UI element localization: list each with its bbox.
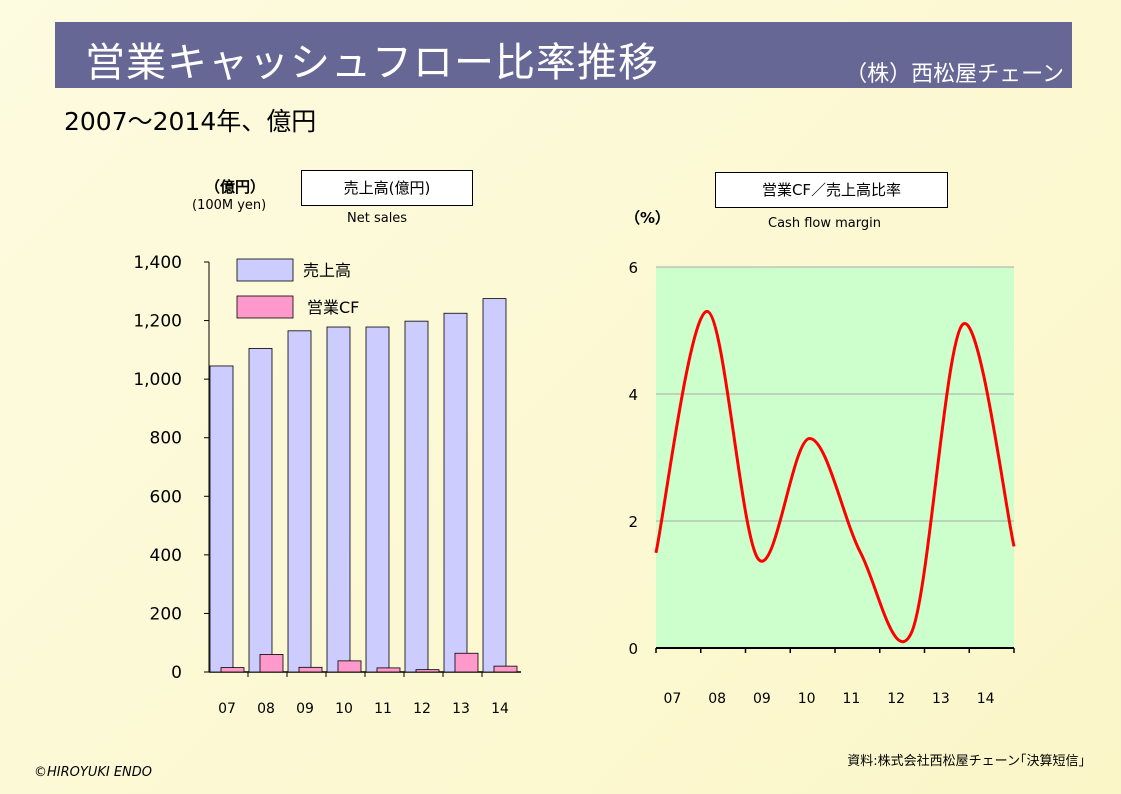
line-x-tick-label: 08 <box>708 691 726 707</box>
line-x-tick-label: 07 <box>663 691 681 707</box>
bar-y-tick-label: 1,200 <box>133 312 182 332</box>
bar-x-tick-label: 09 <box>296 701 314 717</box>
sales-bar <box>287 330 312 673</box>
cf-bar <box>454 652 479 673</box>
sales-bar <box>248 347 273 673</box>
bar-x-tick-label: 08 <box>257 701 275 717</box>
sales-bar <box>482 298 507 673</box>
cf-bar <box>376 667 401 673</box>
line-x-tick-label: 10 <box>798 691 816 707</box>
bar-y-tick-label: 400 <box>150 546 182 566</box>
bar-y-tick-label: 0 <box>171 663 182 683</box>
bar-x-tick-label: 11 <box>374 701 392 717</box>
title-banner: 営業キャッシュフロー比率推移 （株）西松屋チェーン <box>55 22 1072 88</box>
bar-y-tick-label: 200 <box>150 604 182 624</box>
sales-bar <box>443 312 468 673</box>
right-chart-caption: Cash flow margin <box>768 216 881 231</box>
line-y-tick-label: 2 <box>628 513 638 531</box>
bar-x-tick-label: 10 <box>335 701 353 717</box>
bar-x-tick-label: 14 <box>491 701 509 717</box>
legend-cf-label: 営業CF <box>307 298 359 317</box>
bar-y-tick-label: 1,000 <box>133 370 182 390</box>
bar-x-tick-label: 13 <box>452 701 470 717</box>
right-chart-title-box: 営業CF／売上高比率 <box>715 172 948 208</box>
left-chart-title-box: 売上高(億円) <box>301 170 473 206</box>
company-name: （株）西松屋チェーン <box>845 62 1064 87</box>
bar-x-tick-label: 12 <box>413 701 431 717</box>
legend-sales-swatch <box>236 258 294 282</box>
sales-bar <box>326 326 351 673</box>
sales-bar <box>404 320 429 673</box>
line-x-tick-label: 11 <box>842 691 860 707</box>
right-unit-label: （%） <box>625 209 671 227</box>
cf-bar <box>415 669 440 673</box>
line-y-tick-label: 4 <box>628 386 638 404</box>
cf-bar <box>220 667 245 673</box>
line-x-tick-label: 13 <box>932 691 950 707</box>
cf-bar <box>337 660 362 673</box>
cf-bar <box>298 666 323 673</box>
bar-x-tick-label: 07 <box>218 701 236 717</box>
source-text: 資料:株式会社西松屋チェーン｢決算短信｣ <box>847 754 1085 769</box>
left-unit-en-label: (100M yen) <box>192 198 267 213</box>
copyright-text: ©HIROYUKI ENDO <box>34 765 153 780</box>
cf-bar <box>259 654 284 673</box>
bar-y-tick-label: 1,400 <box>133 253 182 273</box>
bar-y-tick-label: 600 <box>150 487 182 507</box>
line-y-tick-label: 0 <box>628 640 638 658</box>
bar-y-tick-label: 800 <box>150 429 182 449</box>
sales-bar <box>209 365 234 673</box>
page-subtitle: 2007～2014年、億円 <box>64 107 317 136</box>
line-x-tick-label: 14 <box>977 691 995 707</box>
legend-cf-swatch <box>236 295 294 319</box>
line-plot-area <box>656 267 1014 648</box>
page-title: 営業キャッシュフロー比率推移 <box>85 40 659 86</box>
cf-margin-line <box>654 309 1016 644</box>
cf-bar <box>493 665 518 673</box>
legend-sales-label: 売上高 <box>303 261 351 280</box>
left-unit-label: （億円） <box>205 178 266 196</box>
sales-bar <box>365 326 390 673</box>
line-x-tick-label: 12 <box>887 691 905 707</box>
line-x-tick-label: 09 <box>753 691 771 707</box>
left-chart-caption: Net sales <box>347 211 408 226</box>
line-y-tick-label: 6 <box>628 259 638 277</box>
